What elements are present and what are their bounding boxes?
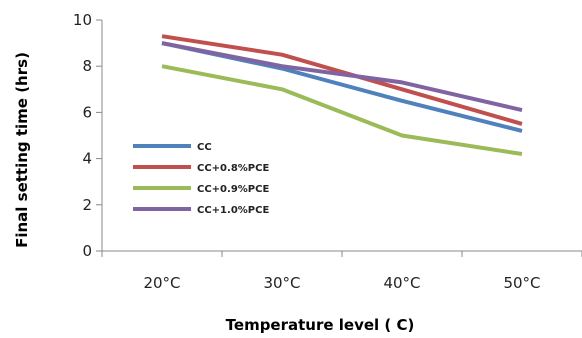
y-axis-title: Final setting time (hrs) (13, 52, 31, 248)
x-tick-label: 40°C (383, 274, 420, 292)
y-tick-label: 4 (82, 150, 92, 168)
x-axis-title: Temperature level ( C) (226, 316, 415, 334)
legend-label: CC+0.9%PCE (197, 184, 269, 195)
series-line (161, 41, 523, 133)
legend-label: CC+0.8%PCE (197, 163, 269, 174)
legend-label: CC+1.0%PCE (197, 205, 269, 216)
y-tick-label: 10 (73, 11, 92, 29)
y-ticks: 0 2 4 6 8 10 (73, 11, 102, 260)
y-tick-label: 2 (82, 196, 92, 214)
y-tick-label: 8 (82, 57, 92, 75)
series-lines (161, 34, 523, 156)
x-tick-label: 20°C (143, 274, 180, 292)
legend-label: CC (197, 142, 212, 153)
x-tick-label: 30°C (263, 274, 300, 292)
x-ticks: 20°C 30°C 40°C 50°C (101, 251, 582, 292)
y-tick-label: 6 (82, 103, 92, 121)
series-line (161, 34, 523, 126)
legend: CC CC+0.8%PCE CC+0.9%PCE CC+1.0%PCE (133, 142, 269, 216)
x-tick-label: 50°C (503, 274, 540, 292)
series-line (161, 64, 523, 156)
y-tick-label: 0 (82, 242, 92, 260)
axes (101, 20, 582, 252)
series-line (161, 41, 523, 113)
